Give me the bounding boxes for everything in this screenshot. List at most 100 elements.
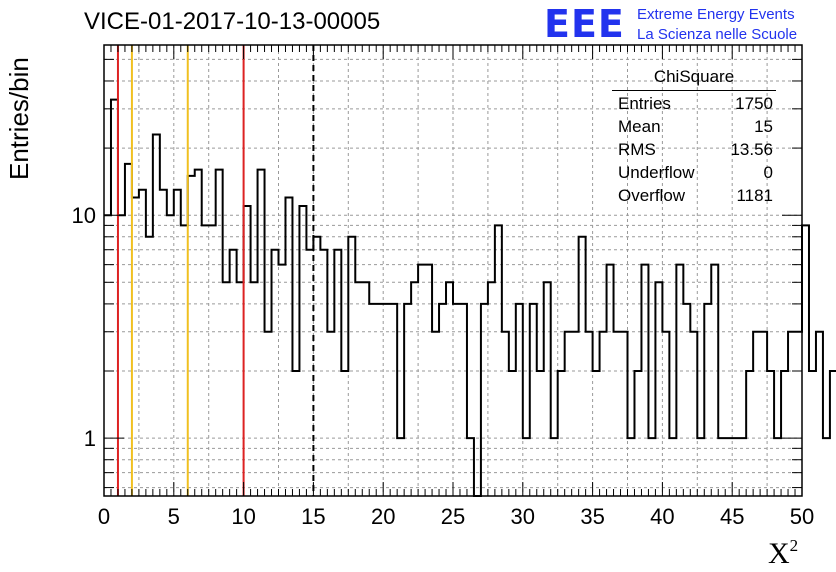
- histogram-bin: [355, 282, 362, 496]
- histogram-bin: [202, 225, 209, 496]
- histogram-bin: [655, 282, 662, 496]
- histogram-bin: [404, 304, 411, 496]
- histogram-bin: [565, 332, 572, 496]
- histogram-bin: [823, 438, 830, 496]
- histogram-bin: [746, 371, 753, 496]
- histogram-bin: [760, 332, 767, 496]
- histogram-bin: [313, 237, 320, 496]
- stats-row-rms: RMS 13.56: [612, 138, 776, 161]
- histogram-bin: [516, 304, 523, 496]
- histogram-bin: [753, 332, 760, 496]
- x-axis-label-sup: 2: [789, 536, 799, 555]
- x-tick-label: 0: [98, 504, 110, 529]
- histogram-bin: [641, 265, 648, 496]
- histogram-bin: [432, 332, 439, 496]
- histogram-bin: [572, 332, 579, 496]
- histogram-bin: [600, 332, 607, 496]
- histogram-bin: [348, 237, 355, 496]
- logo-line-2: La Scienza nelle Scuole: [637, 26, 798, 43]
- histogram-bin: [530, 304, 537, 496]
- stats-box: ChiSquare Entries 1750 Mean 15 RMS 13.56 Un…: [612, 67, 776, 207]
- histogram-bin: [523, 438, 530, 496]
- histogram-bin: [230, 250, 237, 496]
- y-tick-label: 10: [72, 203, 96, 228]
- histogram-bin: [334, 250, 341, 496]
- histogram-bin: [237, 282, 244, 496]
- histogram-bin: [160, 190, 167, 496]
- histogram-bin: [676, 265, 683, 496]
- histogram-bin: [481, 304, 488, 496]
- histogram: [104, 98, 836, 497]
- histogram-bin: [265, 332, 272, 496]
- axis-ticks: [103, 45, 803, 496]
- histogram-bin: [181, 225, 188, 496]
- stats-label: RMS: [618, 140, 656, 159]
- histogram-bin: [299, 206, 306, 496]
- histogram-bin: [607, 265, 614, 496]
- y-axis-label: Entries/bin: [4, 57, 34, 180]
- x-tick-label: 45: [720, 504, 744, 529]
- histogram-bin: [292, 371, 299, 496]
- stats-row-mean: Mean 15: [612, 115, 776, 138]
- histogram-bin: [446, 282, 453, 496]
- histogram-bin: [272, 250, 279, 496]
- histogram-bin: [439, 304, 446, 496]
- x-tick-label: 30: [511, 504, 535, 529]
- histogram-bin: [788, 332, 795, 496]
- histogram-bin: [327, 332, 334, 496]
- histogram-outline: [104, 98, 836, 497]
- histogram-bin: [341, 371, 348, 496]
- histogram-bin: [104, 215, 111, 496]
- x-tick-label: 5: [168, 504, 180, 529]
- histogram-bin: [488, 282, 495, 496]
- histogram-bin: [739, 438, 746, 496]
- histogram-bin: [830, 371, 836, 496]
- histogram-bin: [216, 170, 223, 496]
- histogram-bin: [118, 215, 125, 496]
- tick-labels: 0 5 10 15 20 25 30 35 40 45 50 1 10: [72, 203, 815, 529]
- x-tick-label: 10: [231, 504, 255, 529]
- stats-row-entries: Entries 1750: [612, 92, 776, 115]
- histogram-bin: [690, 332, 697, 496]
- histogram-bin: [551, 438, 558, 496]
- histogram-bin: [244, 206, 251, 496]
- stats-value: 15: [754, 117, 773, 136]
- histogram-bin: [774, 438, 781, 496]
- y-tick-label: 1: [84, 426, 96, 451]
- x-tick-label: 50: [790, 504, 814, 529]
- histogram-bin: [174, 190, 181, 496]
- stats-label: Overflow: [618, 186, 686, 205]
- histogram-bin: [139, 190, 146, 496]
- x-axis-label-base: X: [768, 537, 790, 570]
- histogram-bin: [453, 304, 460, 496]
- stats-value: 1750: [735, 94, 773, 113]
- x-tick-label: 20: [371, 504, 395, 529]
- histogram-bin: [732, 438, 739, 496]
- histogram-bin: [711, 265, 718, 496]
- histogram-bin: [697, 438, 704, 496]
- histogram-bin: [502, 332, 509, 496]
- histogram-bin: [460, 304, 467, 496]
- histogram-bin: [509, 371, 516, 496]
- histogram-bin: [537, 371, 544, 496]
- histogram-bin: [285, 198, 292, 496]
- histogram-bin: [614, 332, 621, 496]
- histogram-bin: [418, 265, 425, 496]
- histogram-bin: [223, 282, 230, 496]
- histogram-bin: [544, 282, 551, 496]
- stats-row-overflow: Overflow 1181: [612, 184, 776, 207]
- histogram-bin: [628, 438, 635, 496]
- stats-row-underflow: Underflow 0: [612, 161, 776, 184]
- histogram-bin: [781, 371, 788, 496]
- histogram-bin: [586, 332, 593, 496]
- histogram-bin: [683, 304, 690, 496]
- histogram-bin: [704, 304, 711, 496]
- histogram-bin: [376, 304, 383, 496]
- histogram-bin: [111, 100, 118, 496]
- histogram-bin: [390, 304, 397, 496]
- histogram-bin: [621, 332, 628, 496]
- stats-value: 0: [763, 163, 773, 182]
- histogram-bin: [725, 438, 732, 496]
- x-tick-label: 15: [301, 504, 325, 529]
- histogram-bin: [662, 332, 669, 496]
